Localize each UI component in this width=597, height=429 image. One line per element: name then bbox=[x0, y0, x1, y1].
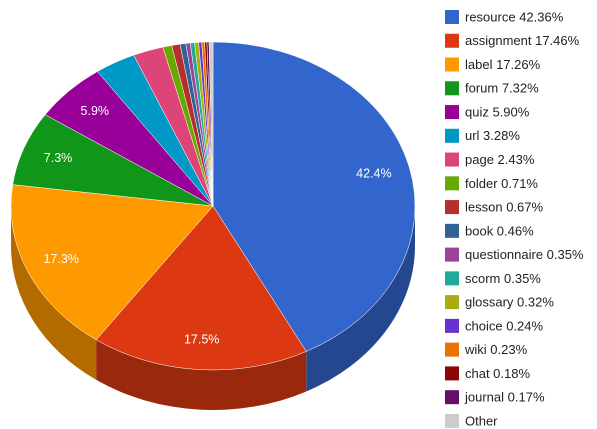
legend-label: wiki 0.23% bbox=[464, 342, 528, 357]
legend-label: url 3.28% bbox=[465, 128, 520, 143]
legend-label: Other bbox=[465, 413, 498, 428]
legend-swatch bbox=[445, 152, 459, 167]
legend-label: assignment 17.46% bbox=[465, 33, 580, 48]
legend-label: choice 0.24% bbox=[465, 318, 543, 333]
legend-label: forum 7.32% bbox=[465, 81, 539, 96]
legend-label: journal 0.17% bbox=[464, 390, 545, 405]
legend-swatch bbox=[445, 105, 459, 120]
slice-label: 7.3% bbox=[44, 151, 73, 165]
legend-swatch bbox=[445, 366, 459, 381]
legend-label: quiz 5.90% bbox=[465, 104, 530, 119]
legend-swatch bbox=[445, 390, 459, 405]
slice-side bbox=[96, 339, 307, 410]
legend-label: glossary 0.32% bbox=[465, 295, 554, 310]
slice bbox=[208, 41, 214, 207]
legend-label: book 0.46% bbox=[465, 223, 534, 238]
legend-swatch bbox=[445, 318, 459, 333]
legend-swatch bbox=[445, 10, 459, 24]
slice-label: 5.9% bbox=[81, 104, 110, 118]
legend-swatch bbox=[445, 295, 459, 310]
legend-label: chat 0.18% bbox=[465, 366, 530, 381]
legend-swatch bbox=[445, 342, 459, 357]
legend-swatch bbox=[445, 223, 459, 238]
slice-label: 17.3% bbox=[43, 252, 78, 266]
legend-swatch bbox=[445, 57, 459, 72]
legend-label: page 2.43% bbox=[465, 152, 535, 167]
slice-label: 17.5% bbox=[184, 332, 219, 346]
slice bbox=[95, 205, 307, 371]
legend-label: label 17.26% bbox=[465, 57, 541, 72]
legend-swatch bbox=[445, 247, 459, 262]
slice bbox=[10, 184, 214, 341]
slice-label: 42.4% bbox=[356, 166, 391, 180]
legend-label: scorm 0.35% bbox=[465, 271, 541, 286]
legend-swatch bbox=[445, 128, 459, 143]
legend-label: folder 0.71% bbox=[465, 176, 538, 191]
legend-swatch bbox=[445, 200, 459, 215]
slice-side bbox=[11, 206, 97, 380]
legend-swatch bbox=[445, 413, 459, 428]
legend-label: questionnaire 0.35% bbox=[465, 247, 584, 262]
legend-swatch bbox=[445, 81, 459, 96]
slice-side bbox=[306, 206, 415, 392]
legend-label: resource 42.36% bbox=[465, 9, 564, 24]
slice bbox=[212, 41, 416, 352]
legend-swatch bbox=[445, 271, 459, 286]
legend-swatch bbox=[445, 33, 459, 48]
legend-label: lesson 0.67% bbox=[465, 200, 543, 215]
legend-swatch bbox=[445, 176, 459, 191]
